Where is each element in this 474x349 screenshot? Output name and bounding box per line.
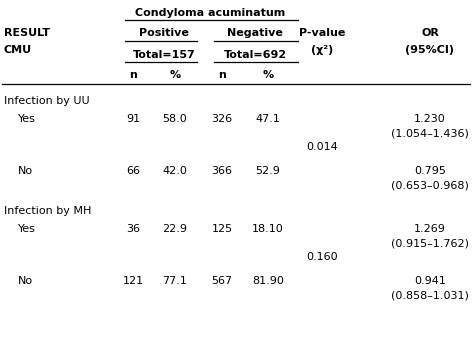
Text: 66: 66 (126, 166, 140, 176)
Text: Total=692: Total=692 (223, 50, 287, 60)
Text: n: n (129, 70, 137, 80)
Text: 0.160: 0.160 (306, 252, 338, 262)
Text: 567: 567 (211, 276, 233, 286)
Text: (0.915–1.762): (0.915–1.762) (391, 238, 469, 248)
Text: n: n (218, 70, 226, 80)
Text: Positive: Positive (139, 28, 189, 38)
Text: 121: 121 (122, 276, 144, 286)
Text: CMU: CMU (4, 45, 32, 55)
Text: 366: 366 (211, 166, 233, 176)
Text: 42.0: 42.0 (163, 166, 187, 176)
Text: 36: 36 (126, 224, 140, 234)
Text: 18.10: 18.10 (252, 224, 284, 234)
Text: 0.941: 0.941 (414, 276, 446, 286)
Text: 91: 91 (126, 114, 140, 124)
Text: Condyloma acuminatum: Condyloma acuminatum (136, 8, 286, 18)
Text: RESULT: RESULT (4, 28, 50, 38)
Text: %: % (169, 70, 181, 80)
Text: 58.0: 58.0 (163, 114, 187, 124)
Text: 47.1: 47.1 (255, 114, 281, 124)
Text: Total=157: Total=157 (133, 50, 195, 60)
Text: No: No (18, 276, 33, 286)
Text: 1.230: 1.230 (414, 114, 446, 124)
Text: OR: OR (421, 28, 439, 38)
Text: No: No (18, 166, 33, 176)
Text: (χ²): (χ²) (311, 45, 333, 55)
Text: 125: 125 (211, 224, 233, 234)
Text: 1.269: 1.269 (414, 224, 446, 234)
Text: Yes: Yes (18, 114, 36, 124)
Text: (0.653–0.968): (0.653–0.968) (391, 180, 469, 190)
Text: 0.795: 0.795 (414, 166, 446, 176)
Text: (1.054–1.436): (1.054–1.436) (391, 128, 469, 138)
Text: %: % (263, 70, 273, 80)
Text: 22.9: 22.9 (163, 224, 188, 234)
Text: Yes: Yes (18, 224, 36, 234)
Text: Infection by MH: Infection by MH (4, 206, 91, 216)
Text: 52.9: 52.9 (255, 166, 281, 176)
Text: (0.858–1.031): (0.858–1.031) (391, 290, 469, 300)
Text: 0.014: 0.014 (306, 142, 338, 152)
Text: (95%CI): (95%CI) (405, 45, 455, 55)
Text: 81.90: 81.90 (252, 276, 284, 286)
Text: Infection by UU: Infection by UU (4, 96, 90, 106)
Text: P-value: P-value (299, 28, 345, 38)
Text: 77.1: 77.1 (163, 276, 187, 286)
Text: 326: 326 (211, 114, 233, 124)
Text: Negative: Negative (227, 28, 283, 38)
